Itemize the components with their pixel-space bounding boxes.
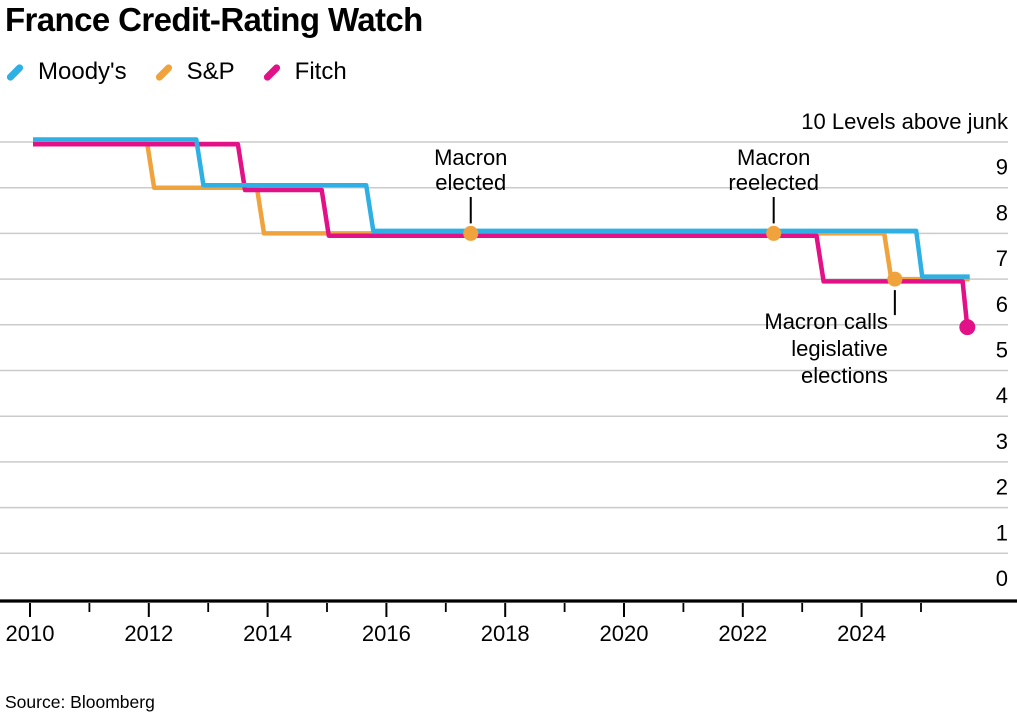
x-tick-label-2012: 2012 bbox=[124, 621, 173, 646]
annotation-text-macron-reelected-1: reelected bbox=[728, 170, 819, 195]
y-tick-label-4: 4 bbox=[996, 383, 1008, 408]
legend-item-fitch: Fitch bbox=[261, 58, 347, 86]
annotation-dot-macron-calls-elections bbox=[887, 271, 903, 287]
legend-label-sp: S&P bbox=[186, 58, 235, 85]
y-tick-label-3: 3 bbox=[996, 429, 1008, 454]
y-tick-label-7: 7 bbox=[996, 246, 1008, 271]
y-tick-label-5: 5 bbox=[996, 338, 1008, 363]
legend-label-moodys: Moody's bbox=[38, 58, 127, 85]
x-tick-label-2024: 2024 bbox=[837, 621, 886, 646]
y-axis-top-label: 10 Levels above junk bbox=[801, 109, 1009, 134]
legend-item-moodys: Moody's bbox=[4, 58, 127, 86]
x-tick-label-2016: 2016 bbox=[362, 621, 411, 646]
y-tick-label-2: 2 bbox=[996, 475, 1008, 500]
annotation-text-macron-elected-0: Macron bbox=[434, 145, 507, 170]
annotation-dot-macron-reelected bbox=[766, 225, 782, 241]
annotation-text-macron-calls-elections-1: legislative bbox=[791, 336, 888, 361]
series-line-sp bbox=[33, 139, 970, 282]
annotation-text-macron-reelected-0: Macron bbox=[737, 145, 810, 170]
chart-title: France Credit-Rating Watch bbox=[5, 1, 423, 38]
legend: Moody's S&P Fitch bbox=[4, 56, 373, 88]
y-tick-label-1: 1 bbox=[996, 520, 1008, 545]
x-tick-label-2014: 2014 bbox=[243, 621, 292, 646]
annotation-dot-macron-elected bbox=[463, 225, 479, 241]
annotation-text-macron-calls-elections-0: Macron calls bbox=[764, 309, 887, 334]
x-tick-label-2020: 2020 bbox=[600, 621, 649, 646]
y-tick-label-9: 9 bbox=[996, 155, 1008, 180]
source-text: Source: Bloomberg bbox=[5, 692, 155, 712]
x-tick-label-2010: 2010 bbox=[6, 621, 55, 646]
x-tick-label-2018: 2018 bbox=[481, 621, 530, 646]
annotation-text-macron-elected-1: elected bbox=[435, 170, 506, 195]
y-tick-label-6: 6 bbox=[996, 292, 1008, 317]
y-tick-label-0: 0 bbox=[996, 566, 1008, 591]
legend-item-sp: S&P bbox=[153, 58, 235, 86]
series-end-dot-fitch bbox=[959, 319, 976, 336]
legend-label-fitch: Fitch bbox=[294, 58, 347, 85]
series-line-moodys bbox=[33, 137, 970, 279]
y-tick-label-8: 8 bbox=[996, 200, 1008, 225]
annotation-text-macron-calls-elections-2: elections bbox=[801, 363, 888, 388]
series-line-fitch bbox=[33, 142, 970, 328]
x-tick-label-2022: 2022 bbox=[718, 621, 767, 646]
